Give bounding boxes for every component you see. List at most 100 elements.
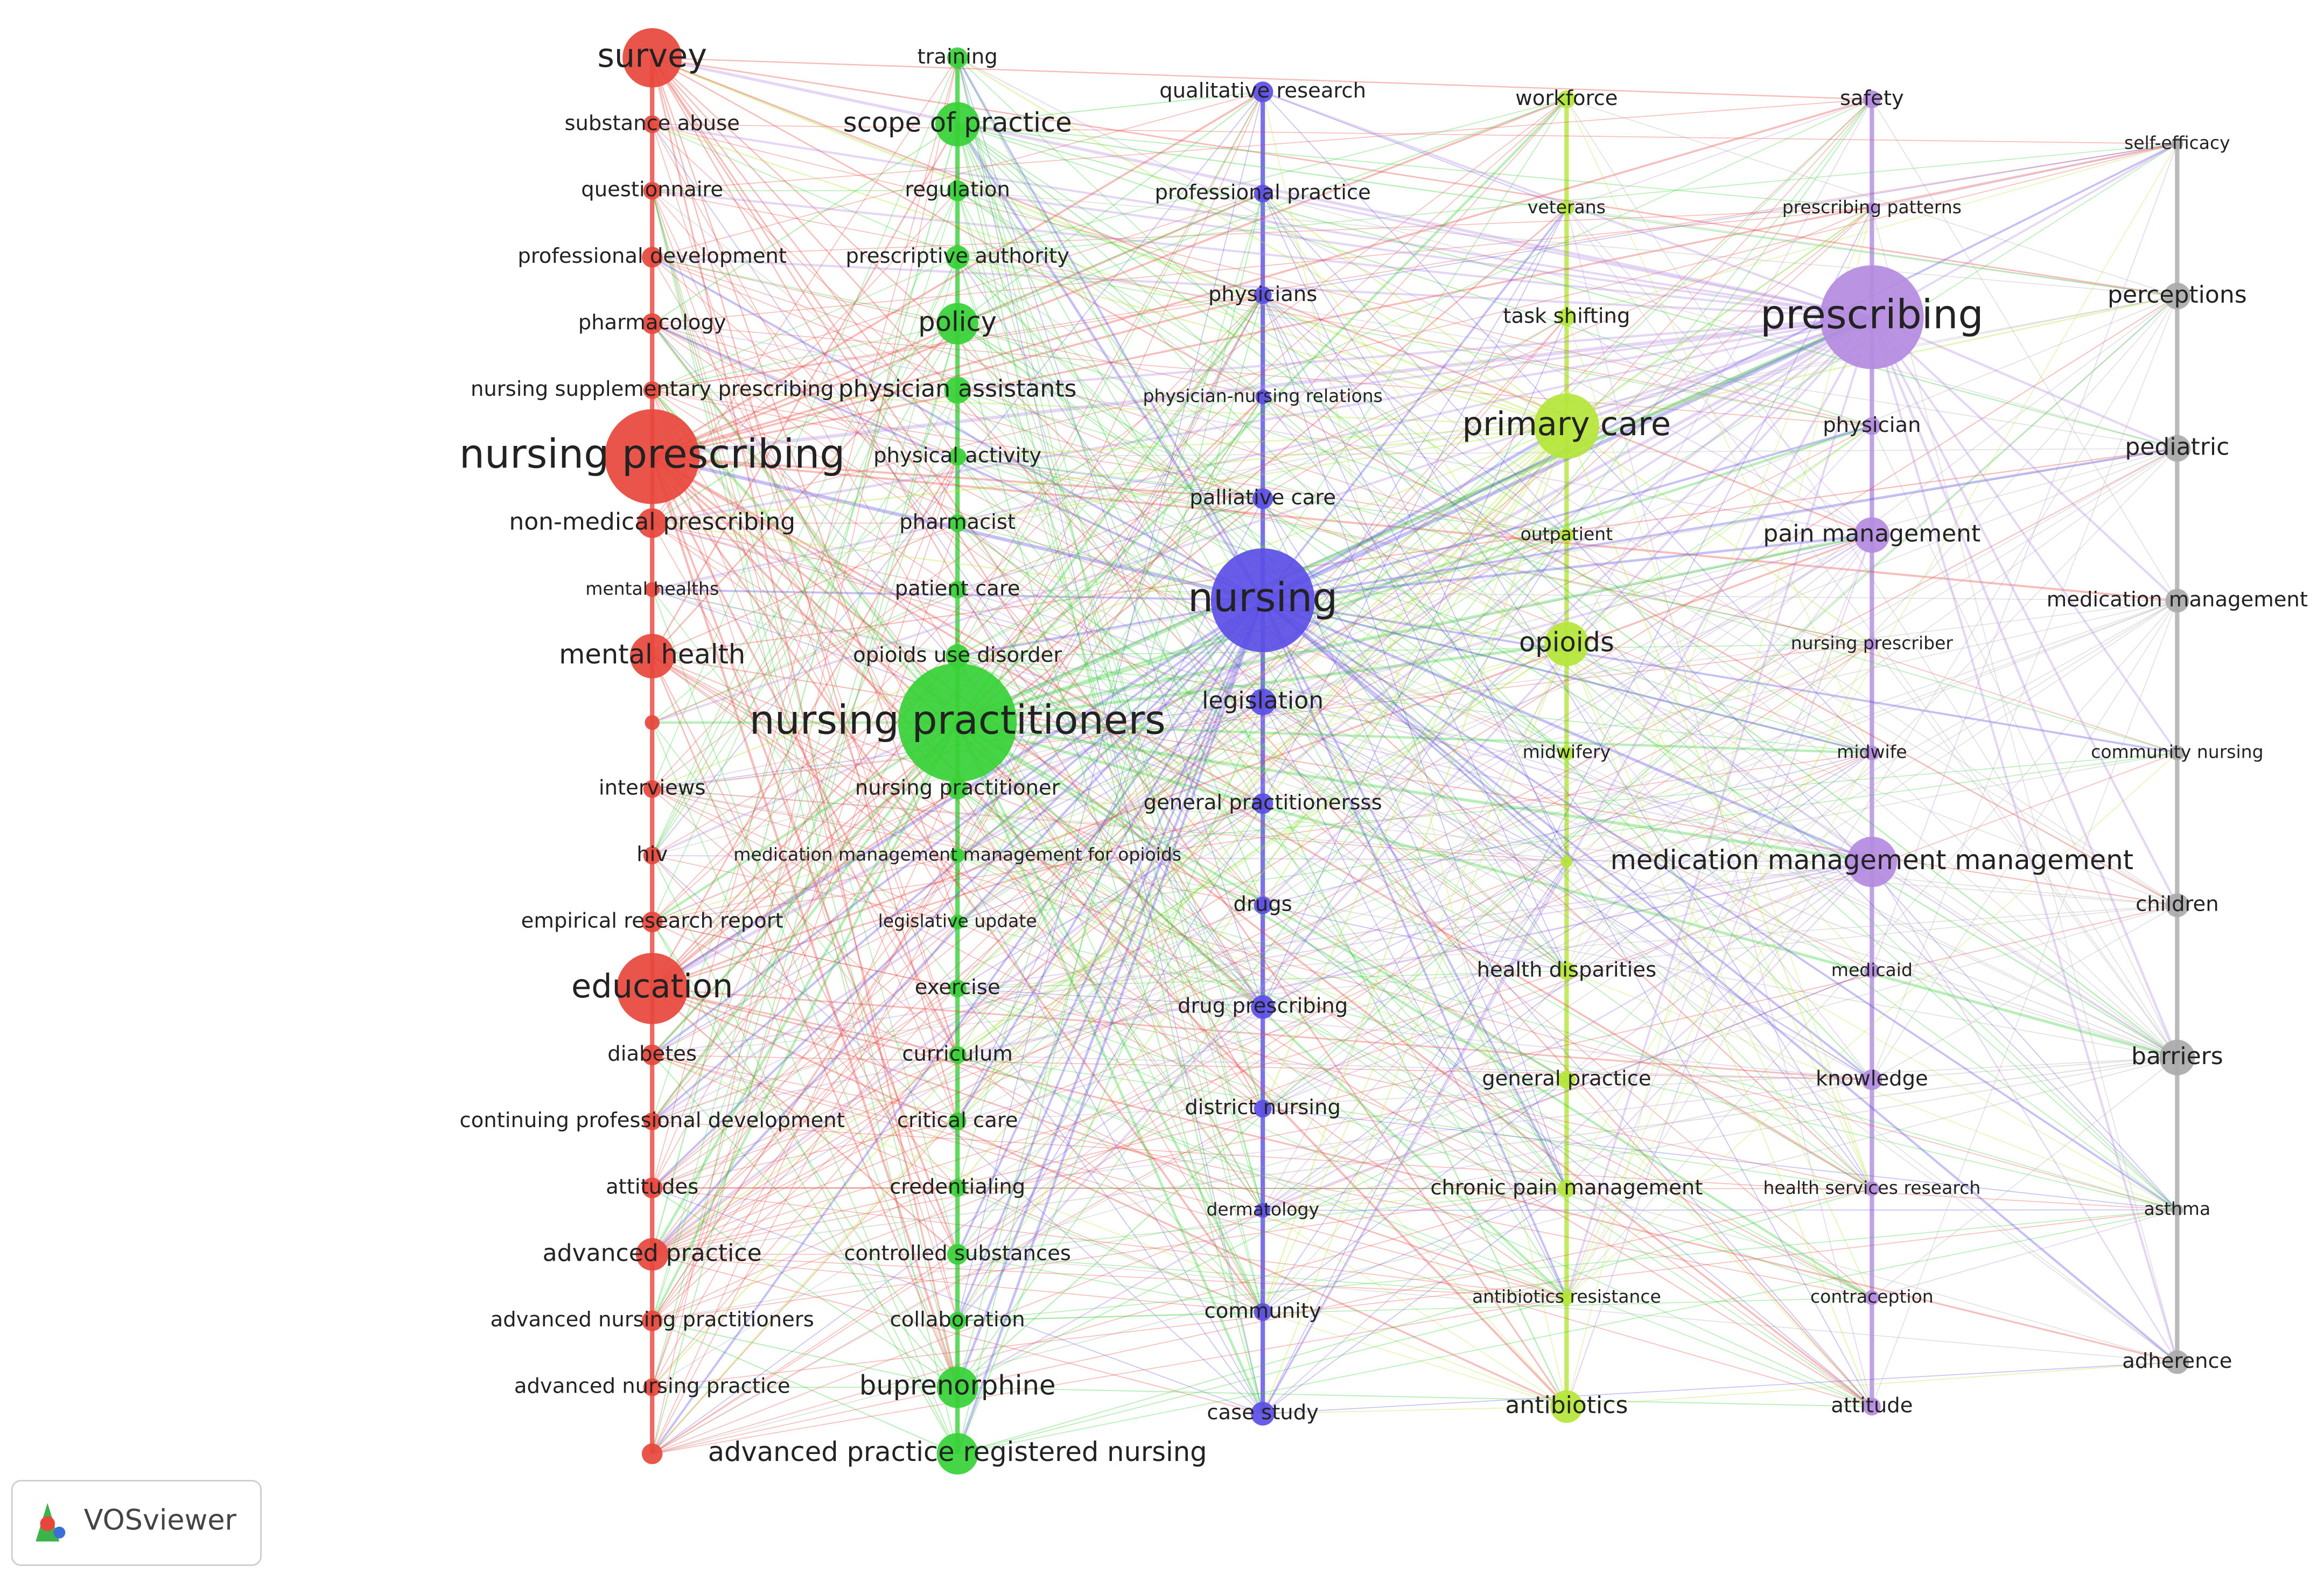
link [652, 655, 1872, 1407]
link [957, 123, 1872, 209]
node [617, 953, 688, 1024]
link [1262, 425, 1567, 1109]
node-label: pediatric [2125, 434, 2229, 461]
node [643, 381, 661, 400]
link [957, 456, 1872, 645]
link [1263, 1361, 2178, 1415]
node [1254, 1303, 1272, 1321]
link [957, 644, 1567, 1055]
link [957, 861, 1872, 1122]
link [1872, 143, 2178, 209]
link [652, 1320, 958, 1455]
link [957, 257, 1263, 1211]
node-label: workforce [1515, 86, 1618, 110]
link [652, 123, 2178, 144]
link [652, 1057, 2178, 1255]
link [652, 803, 1263, 1255]
link [957, 788, 1567, 1190]
link [957, 655, 1872, 1190]
link [652, 1254, 1567, 1298]
node [641, 1177, 663, 1199]
link [956, 315, 1873, 725]
link [652, 905, 2178, 1055]
link [957, 988, 1872, 1407]
link [1263, 143, 2178, 296]
link [652, 655, 1567, 1298]
link [652, 99, 1567, 1122]
link [957, 534, 1872, 1255]
node-label: medication management management [1611, 844, 2133, 876]
node [948, 581, 967, 599]
link [1872, 1057, 2178, 1080]
node [948, 1312, 967, 1330]
link [652, 921, 958, 1322]
link [957, 190, 1263, 804]
link [652, 921, 1263, 1211]
link [957, 425, 1873, 724]
link [956, 722, 1264, 1313]
link [957, 123, 1872, 427]
link [652, 124, 958, 258]
link [652, 921, 958, 989]
link [1262, 600, 2178, 1211]
link [652, 448, 2178, 657]
link [957, 988, 1872, 1298]
link [1262, 296, 2178, 1312]
nodes [605, 28, 2195, 1475]
link [1566, 752, 2178, 1298]
link [957, 643, 1567, 856]
link [957, 988, 1263, 1008]
link [1262, 862, 1567, 1312]
link [1871, 317, 2179, 1362]
link [652, 1057, 2178, 1455]
link [652, 323, 2178, 1058]
link [957, 589, 1263, 906]
node-label: nursing practitioners [750, 696, 1166, 743]
link [957, 988, 1872, 1080]
link [652, 456, 958, 1189]
node [1557, 1071, 1576, 1089]
link [1262, 296, 2178, 1109]
link [652, 1254, 1263, 1415]
link [957, 295, 1263, 656]
link [957, 190, 1872, 753]
link [1262, 316, 1873, 906]
link [1262, 1079, 1872, 1211]
node [2171, 137, 2183, 150]
link [652, 522, 958, 590]
link [652, 390, 958, 1322]
link [652, 389, 1567, 536]
link [652, 57, 2178, 906]
link [652, 124, 958, 1055]
link [652, 99, 1567, 789]
link [652, 123, 1872, 318]
link [652, 323, 958, 524]
node-label: health services research [1763, 1177, 1980, 1198]
node [1866, 202, 1878, 214]
link [651, 124, 958, 657]
link [1262, 193, 2178, 1211]
link [957, 921, 2178, 1211]
link [957, 721, 1872, 754]
link [1262, 1188, 1567, 1313]
node [1864, 1290, 1880, 1305]
link [1566, 208, 1873, 1407]
link [956, 123, 1264, 602]
link [652, 523, 958, 1055]
link [652, 655, 1263, 1109]
node [2164, 283, 2191, 310]
node [947, 47, 968, 68]
node-label: substance abuse [564, 111, 739, 135]
link [1262, 295, 1567, 1189]
link [1566, 644, 1872, 753]
node [1534, 393, 1599, 459]
node [898, 663, 1017, 782]
link [1566, 534, 2178, 906]
link [1566, 752, 2178, 863]
link [957, 1297, 1872, 1322]
node-label: empirical research report [521, 909, 783, 933]
link [652, 861, 1872, 1122]
link [652, 57, 958, 922]
logo[interactable]: VOSviewer [11, 1480, 262, 1566]
link [652, 861, 1872, 1056]
